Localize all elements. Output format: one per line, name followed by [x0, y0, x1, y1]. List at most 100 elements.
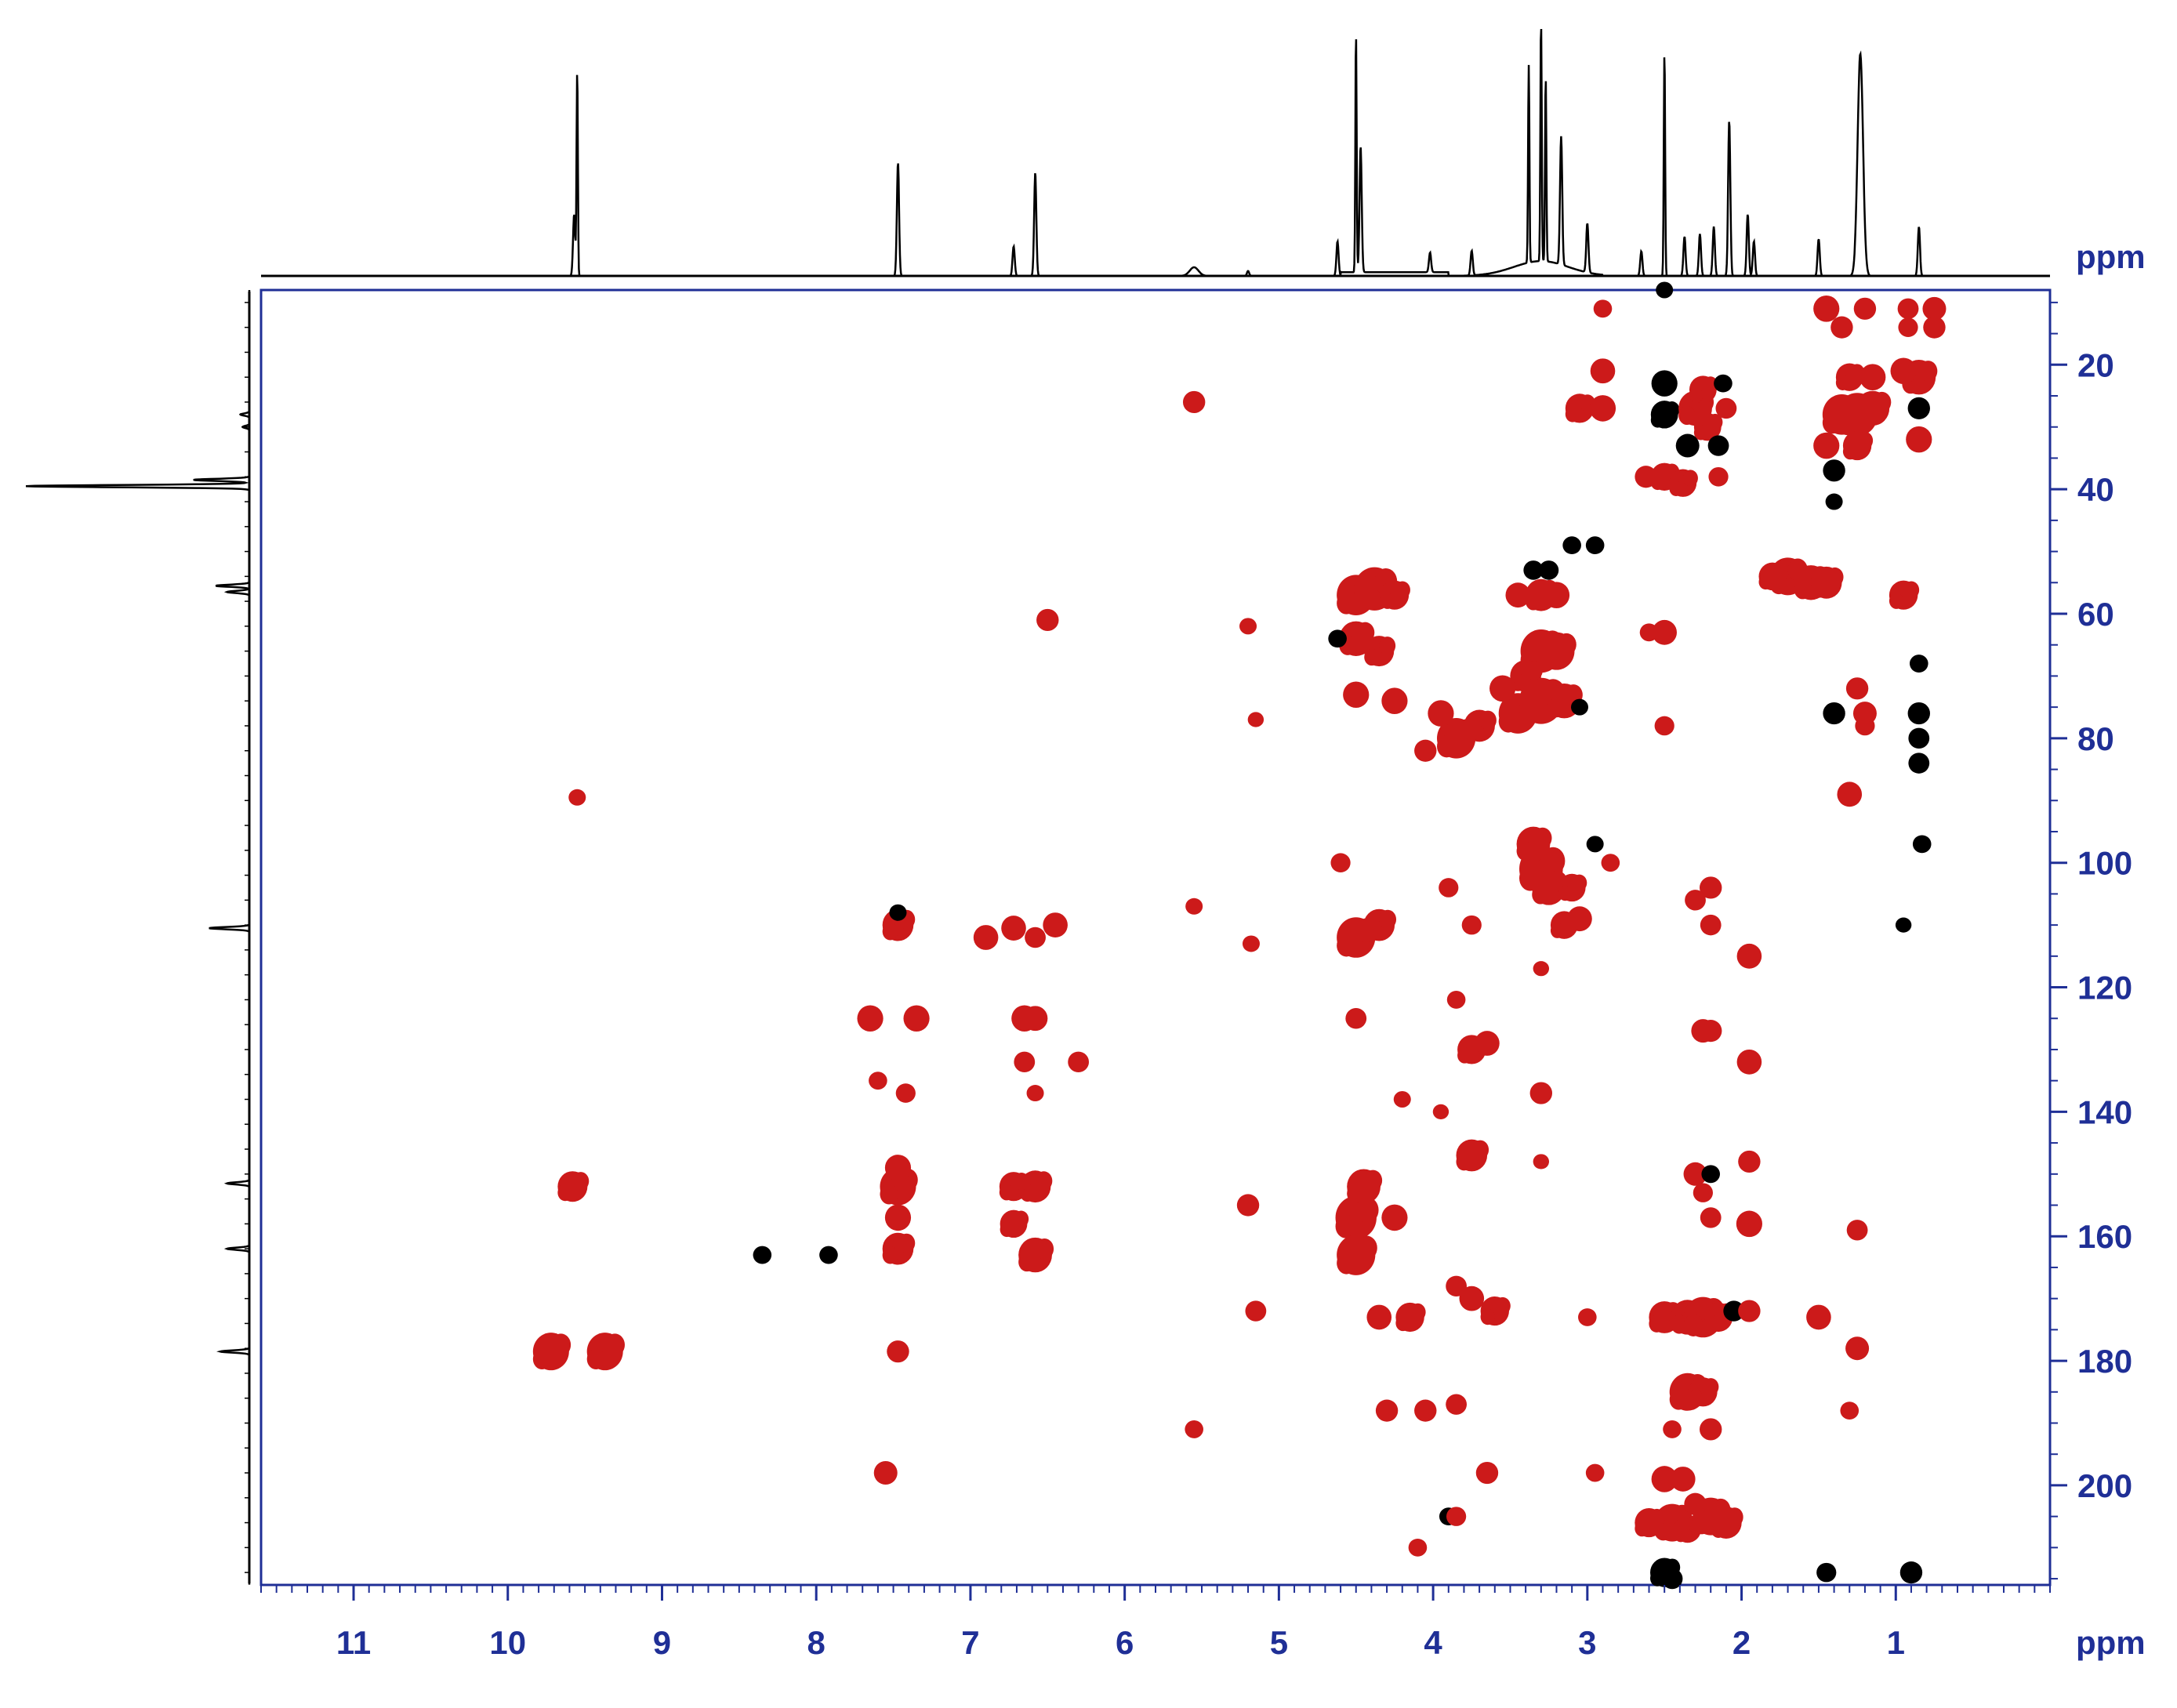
- cross-peak-42-lobe-b: [1380, 593, 1395, 609]
- cross-peak-28-lobe-b: [1000, 1221, 1014, 1238]
- cross-peak-143-lobe-b: [1671, 1315, 1688, 1334]
- cross-peak-50: [1330, 853, 1351, 872]
- cross-peak-164-lobe-b: [1810, 580, 1827, 598]
- cross-peak-118-lobe-b: [1678, 405, 1696, 425]
- cross-peak-149-lobe-b: [1689, 1389, 1704, 1406]
- cross-peak-168-lobe-a: [1872, 391, 1892, 413]
- cross-peak-125: [1708, 466, 1729, 487]
- x-tick-label: 10: [489, 1624, 526, 1661]
- cross-peak-120-lobe-b: [1693, 425, 1708, 441]
- cross-peak-122: [1707, 435, 1729, 456]
- cross-peak-42-lobe-a: [1394, 581, 1410, 599]
- cross-peak-131: [1700, 914, 1722, 936]
- cross-peak-29-lobe-b: [1018, 1252, 1036, 1272]
- cross-peak-70-lobe-b: [1480, 1308, 1495, 1325]
- cross-peak-142-lobe-b: [1649, 1315, 1665, 1333]
- cross-peak-150: [1700, 1418, 1722, 1441]
- cross-peak-24: [1014, 1051, 1036, 1073]
- cross-peak-123: [1714, 374, 1733, 393]
- cross-peak-153: [1670, 1467, 1696, 1492]
- cross-peak-52-lobe-b: [1335, 1214, 1356, 1238]
- cross-peak-97: [1567, 906, 1592, 932]
- x-axis: 11 10 9 8 7 6 5 4 3 2 1: [260, 1585, 2051, 1661]
- x-tick-label: 8: [807, 1624, 825, 1661]
- y-tick-label: 40: [2077, 471, 2114, 508]
- cross-peak-10: [884, 1155, 912, 1181]
- cross-peak-155-lobe-b: [1635, 1520, 1649, 1537]
- cross-peak-101: [1570, 698, 1588, 716]
- cross-peak-173: [1813, 296, 1840, 322]
- cross-peak-177: [1825, 493, 1843, 510]
- cross-peak-40-lobe-b: [1337, 592, 1356, 615]
- cross-peak-12: [884, 1204, 912, 1231]
- cross-peak-102: [1586, 836, 1604, 853]
- cross-peak-15: [895, 1083, 916, 1103]
- cross-peak-58: [1375, 1399, 1399, 1422]
- cross-peak-175: [1853, 297, 1877, 320]
- cross-peak-48-lobe-b: [1337, 934, 1356, 957]
- cross-peak-27-lobe-a: [1014, 1173, 1030, 1191]
- cross-peak-163-lobe-b: [1794, 579, 1812, 600]
- cross-peak-28-lobe-a: [1014, 1210, 1029, 1228]
- cross-peak-155-lobe-a: [1649, 1508, 1665, 1527]
- cross-peak-178: [1845, 677, 1869, 700]
- cross-peak-69: [1446, 991, 1466, 1009]
- cross-peak-201: [1898, 317, 1918, 337]
- cross-peak-149-lobe-a: [1703, 1378, 1719, 1396]
- cross-peak-79: [1432, 1104, 1450, 1119]
- cross-peak-17: [889, 904, 907, 921]
- cross-peak-91: [1539, 560, 1559, 580]
- cross-peak-82-lobe-a: [1556, 633, 1577, 656]
- cross-peak-30: [1026, 1085, 1044, 1102]
- cross-peak-34: [1185, 1420, 1203, 1438]
- cross-peak-164-lobe-a: [1826, 567, 1844, 587]
- cross-peak-158-lobe-a: [1725, 1507, 1743, 1527]
- cross-peak-43-lobe-a: [1355, 622, 1375, 644]
- cross-peak-61: [1393, 1091, 1411, 1108]
- cross-peak-75: [1446, 1507, 1467, 1526]
- cross-peak-167-lobe-b: [1836, 411, 1858, 436]
- cross-peak-9-lobe-b: [880, 1184, 898, 1205]
- cross-peak-111: [1578, 1308, 1597, 1326]
- cross-peak-83-lobe-b: [1519, 697, 1541, 723]
- cross-peak-57: [1366, 1304, 1392, 1330]
- y-tick-label: 80: [2077, 720, 2114, 757]
- cross-peak-82-lobe-b: [1538, 648, 1557, 669]
- cross-peak-73: [1475, 1461, 1499, 1485]
- cross-peak-36: [1242, 935, 1260, 952]
- cross-peak-44-lobe-a: [1379, 636, 1396, 655]
- cross-peak-54-lobe-b: [1337, 1252, 1356, 1275]
- x-tick-label: 3: [1578, 1624, 1596, 1661]
- cross-peak-41-lobe-b: [1354, 586, 1375, 610]
- cross-peak-124: [1715, 397, 1737, 419]
- cross-peak-193: [1907, 702, 1930, 725]
- cross-peak-0-lobe-b: [532, 1348, 551, 1369]
- cross-peak-115-lobe-b: [1669, 480, 1683, 497]
- x-tick-label: 5: [1270, 1624, 1288, 1661]
- cross-peak-65: [1414, 739, 1437, 762]
- cross-peak-174: [1830, 316, 1853, 339]
- cross-peak-11-lobe-b: [882, 1246, 898, 1264]
- cross-peak-31: [1036, 608, 1059, 632]
- cross-peak-182: [1855, 716, 1875, 736]
- cross-peak-23: [1022, 1006, 1048, 1032]
- cross-peak-129: [1700, 876, 1722, 899]
- cross-peak-96-lobe-b: [1550, 923, 1565, 938]
- cross-peak-189-lobe-a: [1918, 361, 1938, 382]
- cross-peak-136: [1683, 1162, 1707, 1186]
- cross-peak-127: [1639, 623, 1659, 642]
- cross-peak-151: [1663, 1420, 1682, 1438]
- cross-peak-62-lobe-b: [1437, 734, 1457, 758]
- y-tick-label: 140: [2077, 1093, 2132, 1130]
- cross-peak-55: [1381, 1204, 1408, 1231]
- cross-peak-45: [1328, 629, 1347, 648]
- left-13c-projection: [25, 290, 251, 1585]
- y-tick-label: 200: [2077, 1467, 2132, 1504]
- cross-peak-2-lobe-b: [557, 1184, 573, 1202]
- x-axis-tick-labels: 11 10 9 8 7 6 5 4 3 2 1: [336, 1624, 1905, 1661]
- cross-peak-202: [1899, 1561, 1923, 1584]
- cross-peak-104-lobe-b: [1565, 406, 1580, 422]
- cross-peak-99: [1529, 1082, 1553, 1104]
- x-tick-label: 1: [1887, 1624, 1905, 1661]
- cross-peak-13: [887, 1340, 909, 1363]
